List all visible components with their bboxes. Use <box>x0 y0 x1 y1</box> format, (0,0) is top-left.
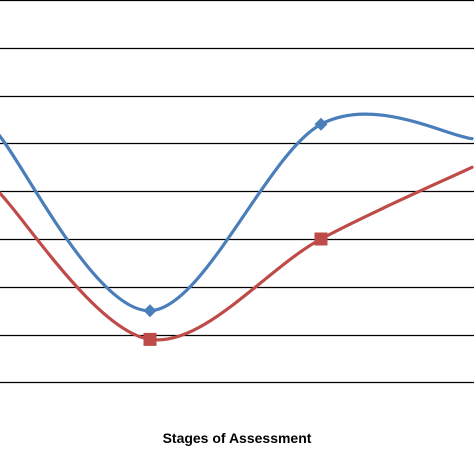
data-point-series-2-2 <box>314 232 328 246</box>
data-point-series-2-1 <box>143 332 157 346</box>
gridlines <box>0 0 474 384</box>
series-layer <box>0 112 474 342</box>
markers-layer <box>143 117 328 346</box>
data-point-series-1-1 <box>143 304 157 318</box>
x-axis-title: Stages of Assessment <box>163 430 312 446</box>
series-line-2 <box>0 165 474 342</box>
data-point-series-1-2 <box>314 117 328 131</box>
series-line-1 <box>0 112 474 313</box>
